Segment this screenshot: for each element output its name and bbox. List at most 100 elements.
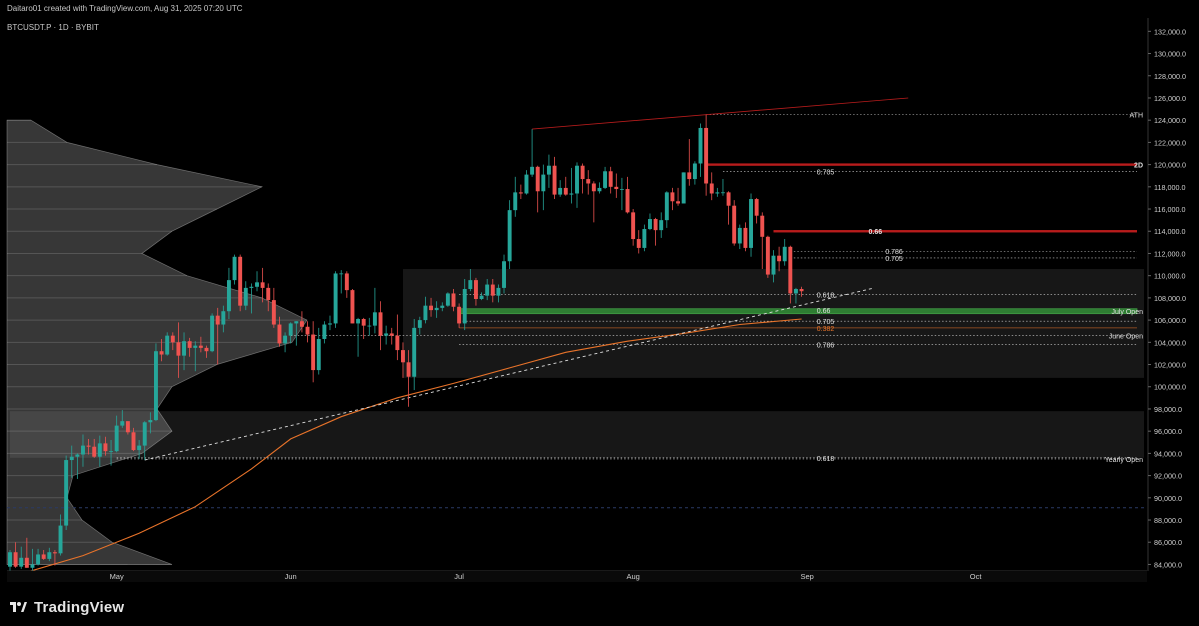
candle-body: [726, 192, 731, 206]
candle-body: [457, 306, 462, 324]
candle-body: [260, 282, 265, 288]
candle-body: [294, 321, 299, 324]
resistance-level: [773, 230, 1137, 233]
candle: [8, 550, 12, 574]
candle: [737, 224, 742, 250]
candle: [575, 162, 579, 208]
candle: [760, 212, 765, 270]
candle-body: [288, 323, 293, 336]
candle: [97, 435, 102, 467]
candle-body: [221, 311, 226, 325]
price-tick-label: 106,000.0: [1154, 316, 1186, 325]
indicator-lines: [26, 97, 909, 573]
time-tick-label: Oct: [970, 572, 983, 581]
candle-body: [305, 326, 310, 335]
candle: [125, 421, 130, 435]
candle-body: [92, 446, 97, 457]
price-tick-label: 108,000.0: [1154, 294, 1186, 303]
candle: [468, 269, 473, 292]
price-tick-label: 112,000.0: [1154, 249, 1185, 258]
candle: [788, 245, 793, 304]
candle-body: [367, 325, 372, 327]
candle-body: [799, 289, 804, 292]
price-tick-label: 128,000.0: [1154, 72, 1186, 81]
zone-0: [402, 269, 1144, 378]
candle: [608, 166, 613, 194]
symbol-legend: BTCUSDT.P · 1D · BYBIT: [7, 23, 99, 32]
candle-body: [120, 421, 125, 426]
volume-profile: [6, 119, 308, 565]
candle: [743, 222, 748, 252]
candle: [765, 235, 770, 278]
candle-body: [97, 443, 102, 457]
candle: [462, 279, 467, 331]
candle-body: [754, 199, 759, 216]
candle: [558, 180, 563, 197]
candle-body: [440, 305, 445, 308]
candle: [451, 289, 456, 312]
candle: [165, 332, 170, 356]
zones-layer: [10, 269, 1144, 458]
level-label: 0.705: [817, 319, 835, 326]
candle-body: [631, 212, 636, 240]
price-tick-label: 88,000.0: [1154, 516, 1182, 525]
candle-body: [502, 261, 506, 288]
price-axis: 84,000.0 86,000.0 88,000.0 90,000.0 92,000.0…: [7, 18, 1186, 582]
time-tick-label: Jun: [285, 572, 297, 581]
price-tick-label: 100,000.0: [1154, 383, 1186, 392]
candle: [720, 179, 725, 196]
candle: [255, 271, 259, 292]
candle: [698, 123, 703, 177]
candle-body: [417, 320, 422, 328]
candle: [631, 209, 636, 246]
candle-body: [372, 312, 377, 326]
candle-body: [552, 165, 557, 195]
candle-body: [782, 246, 787, 262]
candle: [384, 325, 389, 345]
candle-body: [176, 342, 181, 356]
zone-1: [10, 411, 1144, 458]
candle-body: [165, 335, 170, 355]
candle: [754, 197, 759, 224]
price-tick-label: 98,000.0: [1154, 405, 1182, 414]
candle: [215, 307, 220, 365]
candle: [473, 277, 478, 306]
time-tick-label: May: [110, 572, 124, 581]
candle-body: [743, 227, 748, 248]
candle: [653, 217, 658, 246]
candle: [619, 177, 624, 211]
candle-body: [793, 289, 798, 294]
footer: TradingView: [8, 596, 124, 618]
candle: [198, 336, 203, 353]
candle: [339, 270, 344, 294]
candle: [423, 296, 428, 324]
candle-body: [75, 454, 80, 457]
candle: [333, 271, 338, 328]
candle-body: [709, 183, 714, 194]
tradingview-logo-icon: [10, 602, 27, 612]
candle-body: [760, 215, 765, 237]
candle-body: [170, 335, 175, 343]
candle-body: [215, 315, 220, 325]
candle-body: [788, 246, 793, 294]
candle: [120, 410, 125, 428]
candle: [75, 453, 80, 479]
candle: [524, 170, 529, 195]
candle-body: [266, 287, 271, 301]
candle-body: [681, 172, 686, 204]
candle-body: [513, 192, 518, 211]
candle-body: [715, 192, 720, 194]
candle-body: [749, 199, 753, 248]
level-label: 0.786: [817, 343, 835, 350]
candle: [535, 165, 540, 213]
price-tick-label: 116,000.0: [1154, 205, 1185, 214]
candle-body: [541, 174, 546, 192]
candle-body: [732, 205, 737, 244]
candle: [109, 440, 114, 466]
candle: [243, 281, 248, 311]
candle: [81, 434, 85, 467]
candle: [356, 317, 361, 357]
candle: [541, 164, 546, 211]
candle-body: [580, 165, 585, 180]
